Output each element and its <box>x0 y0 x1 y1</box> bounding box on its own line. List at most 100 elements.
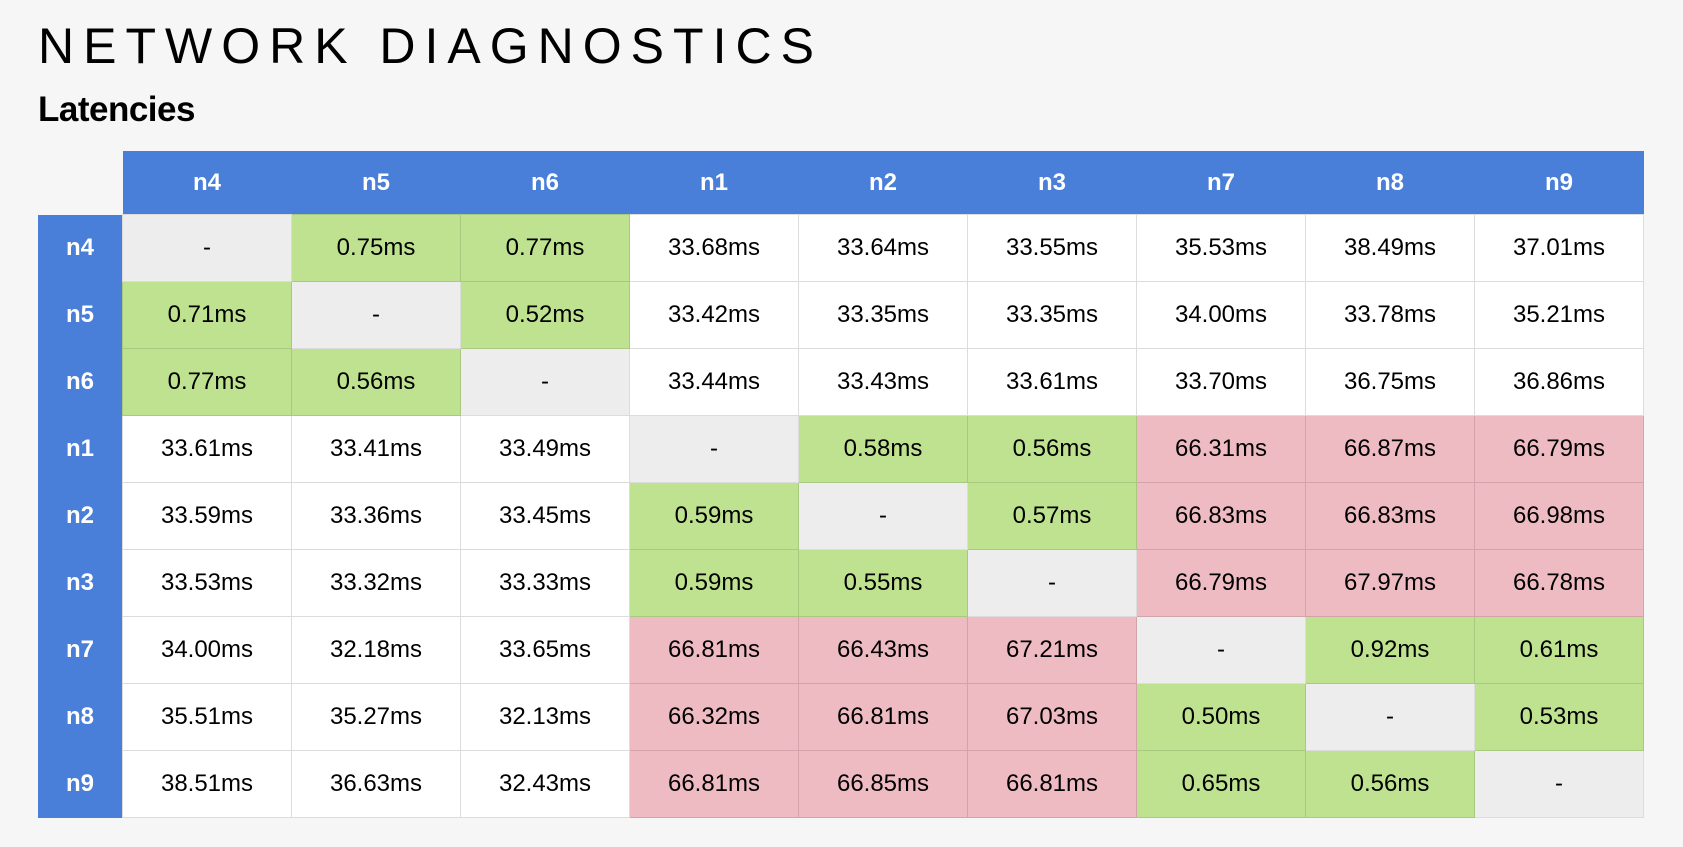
latency-cell: - <box>798 482 968 550</box>
latency-cell: 38.49ms <box>1305 214 1475 282</box>
latency-cell: 0.59ms <box>629 549 799 617</box>
latency-cell: 33.33ms <box>460 549 630 617</box>
latency-cell: 38.51ms <box>122 750 292 818</box>
latency-cell: 36.75ms <box>1305 348 1475 416</box>
column-header-n2: n2 <box>798 151 968 215</box>
latency-cell: 33.43ms <box>798 348 968 416</box>
column-header-n9: n9 <box>1474 151 1644 215</box>
row-header-n1: n1 <box>38 415 123 483</box>
table-row: n8 35.51ms 35.27ms 32.13ms 66.32ms 66.81ms 67.… <box>38 683 1644 751</box>
latency-cell: 33.35ms <box>967 281 1137 349</box>
latency-cell: 66.43ms <box>798 616 968 684</box>
latency-cell: 32.18ms <box>291 616 461 684</box>
latency-cell: 33.42ms <box>629 281 799 349</box>
column-header-row: n4 n5 n6 n1 n2 n3 n7 n8 n9 <box>38 151 1644 215</box>
column-header-n3: n3 <box>967 151 1137 215</box>
latency-cell: 33.65ms <box>460 616 630 684</box>
latency-cell: 36.63ms <box>291 750 461 818</box>
table-row: n7 34.00ms 32.18ms 33.65ms 66.81ms 66.43ms 67.… <box>38 616 1644 684</box>
row-header-n9: n9 <box>38 750 123 818</box>
latency-cell: 35.27ms <box>291 683 461 751</box>
latency-cell: - <box>122 214 292 282</box>
latency-cell: 66.32ms <box>629 683 799 751</box>
latency-cell: 33.78ms <box>1305 281 1475 349</box>
latency-cell: 33.61ms <box>967 348 1137 416</box>
latency-cell: 0.52ms <box>460 281 630 349</box>
latency-cell: 34.00ms <box>1136 281 1306 349</box>
table-row: n2 33.59ms 33.36ms 33.45ms 0.59ms -0.57ms 66.8… <box>38 482 1644 550</box>
latency-cell: 0.75ms <box>291 214 461 282</box>
table-row: n3 33.53ms 33.32ms 33.33ms 0.59ms 0.55ms -66.7… <box>38 549 1644 617</box>
latency-cell: - <box>291 281 461 349</box>
latency-cell: 32.43ms <box>460 750 630 818</box>
latency-cell: 34.00ms <box>122 616 292 684</box>
latency-cell: 33.49ms <box>460 415 630 483</box>
latency-cell: 66.81ms <box>798 683 968 751</box>
latency-cell: 0.56ms <box>291 348 461 416</box>
latency-cell: 33.59ms <box>122 482 292 550</box>
latency-cell: - <box>460 348 630 416</box>
corner-cell <box>38 151 123 215</box>
latency-cell: 33.44ms <box>629 348 799 416</box>
latency-cell: - <box>1305 683 1475 751</box>
latency-cell: 0.92ms <box>1305 616 1475 684</box>
row-header-n5: n5 <box>38 281 123 349</box>
latency-cell: 33.70ms <box>1136 348 1306 416</box>
latency-cell: 33.45ms <box>460 482 630 550</box>
latency-cell: - <box>967 549 1137 617</box>
latency-cell: 0.59ms <box>629 482 799 550</box>
table-row: n6 0.77ms 0.56ms -33.44ms 33.43ms 33.61ms 33.7… <box>38 348 1644 416</box>
row-header-n2: n2 <box>38 482 123 550</box>
latency-cell: 66.79ms <box>1136 549 1306 617</box>
row-header-n8: n8 <box>38 683 123 751</box>
latency-cell: 67.21ms <box>967 616 1137 684</box>
table-row: n5 0.71ms -0.52ms 33.42ms 33.35ms 33.35ms 34.0… <box>38 281 1644 349</box>
latency-cell: 0.61ms <box>1474 616 1644 684</box>
latency-cell: 33.55ms <box>967 214 1137 282</box>
latency-cell: 0.55ms <box>798 549 968 617</box>
latency-cell: 66.81ms <box>629 750 799 818</box>
latency-cell: 0.77ms <box>122 348 292 416</box>
latency-cell: 35.21ms <box>1474 281 1644 349</box>
latency-cell: - <box>629 415 799 483</box>
latency-cell: 33.35ms <box>798 281 968 349</box>
latency-cell: - <box>1136 616 1306 684</box>
latency-cell: 33.36ms <box>291 482 461 550</box>
latency-cell: 33.41ms <box>291 415 461 483</box>
table-row: n1 33.61ms 33.41ms 33.49ms -0.58ms 0.56ms 66.3… <box>38 415 1644 483</box>
latency-cell: 0.71ms <box>122 281 292 349</box>
latency-cell: 0.77ms <box>460 214 630 282</box>
latency-cell: 66.78ms <box>1474 549 1644 617</box>
column-header-n8: n8 <box>1305 151 1475 215</box>
latency-cell: 33.68ms <box>629 214 799 282</box>
latency-cell: 67.03ms <box>967 683 1137 751</box>
table-row: n4-0.75ms 0.77ms 33.68ms 33.64ms 33.55ms 35.5… <box>38 214 1644 282</box>
latency-cell: 33.53ms <box>122 549 292 617</box>
latency-cell: 33.61ms <box>122 415 292 483</box>
section-title: Latencies <box>38 90 195 129</box>
latency-cell: 67.97ms <box>1305 549 1475 617</box>
latency-cell: - <box>1474 750 1644 818</box>
latency-cell: 66.81ms <box>967 750 1137 818</box>
latency-cell: 36.86ms <box>1474 348 1644 416</box>
latency-matrix: n4 n5 n6 n1 n2 n3 n7 n8 n9 n4-0.75ms 0.77ms 33.68m… <box>38 151 1644 818</box>
column-header-n5: n5 <box>291 151 461 215</box>
latency-cell: 66.85ms <box>798 750 968 818</box>
latency-cell: 66.81ms <box>629 616 799 684</box>
column-header-n1: n1 <box>629 151 799 215</box>
latency-cell: 66.98ms <box>1474 482 1644 550</box>
latency-cell: 66.79ms <box>1474 415 1644 483</box>
page-title: NETWORK DIAGNOSTICS <box>38 18 823 74</box>
latency-cell: 37.01ms <box>1474 214 1644 282</box>
latency-cell: 33.64ms <box>798 214 968 282</box>
latency-cell: 35.53ms <box>1136 214 1306 282</box>
latency-cell: 66.31ms <box>1136 415 1306 483</box>
latency-cell: 33.32ms <box>291 549 461 617</box>
latency-cell: 0.65ms <box>1136 750 1306 818</box>
latency-cell: 0.56ms <box>967 415 1137 483</box>
row-header-n4: n4 <box>38 214 123 282</box>
latency-cell: 66.87ms <box>1305 415 1475 483</box>
latency-cell: 0.50ms <box>1136 683 1306 751</box>
column-header-n7: n7 <box>1136 151 1306 215</box>
row-header-n7: n7 <box>38 616 123 684</box>
